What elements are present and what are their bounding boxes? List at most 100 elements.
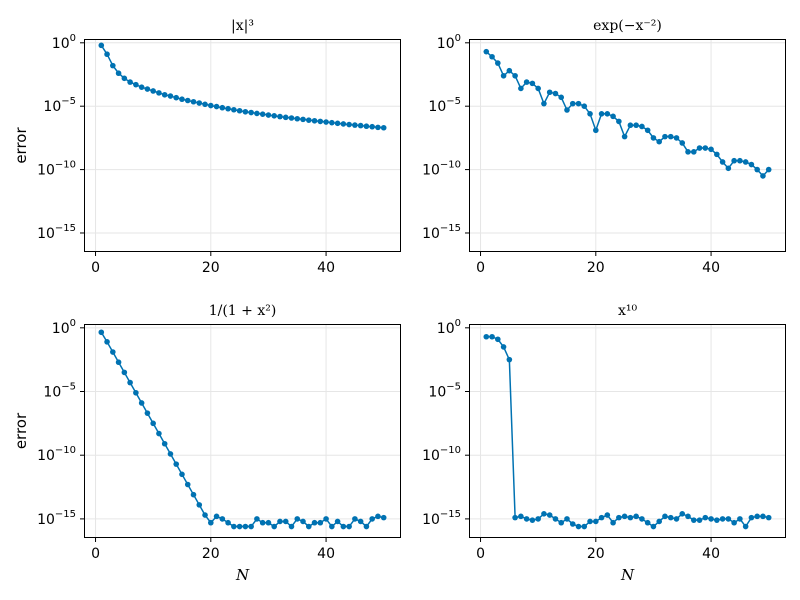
data-point — [323, 516, 329, 522]
data-point — [581, 103, 588, 109]
data-point — [495, 60, 501, 66]
data-point — [208, 102, 214, 109]
axes-frame — [84, 324, 401, 538]
data-point — [213, 513, 220, 520]
data-point — [138, 400, 145, 406]
data-point — [495, 336, 501, 343]
data-point — [633, 122, 639, 129]
data-point — [161, 91, 168, 98]
data-point — [558, 94, 565, 101]
data-point — [483, 48, 490, 55]
data-point — [610, 113, 616, 120]
data-point — [352, 122, 358, 128]
data-point — [121, 369, 128, 376]
y-tick-label: 10−5 — [43, 382, 76, 401]
data-point — [277, 518, 283, 525]
data-point — [115, 359, 122, 366]
data-point — [598, 514, 605, 521]
data-point — [259, 111, 266, 117]
data-point — [564, 516, 570, 522]
x-tick-label: 40 — [702, 546, 720, 562]
y-tick-label: 10−10 — [37, 160, 76, 179]
data-point — [702, 514, 709, 521]
data-point — [748, 161, 755, 168]
data-point — [98, 329, 105, 336]
data-point — [156, 430, 162, 437]
data-point — [317, 118, 324, 125]
data-point — [98, 42, 105, 49]
data-point — [167, 93, 174, 99]
data-point — [690, 517, 697, 523]
data-point — [334, 120, 341, 127]
data-point — [363, 523, 370, 530]
data-point — [604, 111, 611, 117]
data-point — [731, 519, 737, 526]
data-point — [144, 86, 151, 92]
data-point — [375, 513, 381, 520]
data-point — [225, 519, 231, 526]
data-point — [593, 518, 599, 525]
data-point — [346, 523, 352, 530]
data-point — [144, 410, 151, 416]
data-point — [714, 151, 720, 158]
data-point — [696, 145, 703, 151]
data-point — [506, 67, 513, 74]
data-point — [627, 514, 634, 521]
data-point — [685, 513, 691, 520]
data-point — [196, 502, 203, 508]
data-point — [760, 173, 766, 179]
data-point — [259, 519, 266, 526]
x-tick-label: 40 — [317, 546, 335, 562]
x-tick-label: 20 — [587, 260, 605, 276]
data-point — [552, 90, 559, 97]
data-point — [104, 51, 110, 58]
y-axis-label: error — [12, 412, 30, 449]
data-point — [737, 516, 743, 522]
chart-panel-abs-cube: 0 20 40 100 10−5 10−10 10−15 |x|³ error — [12, 18, 401, 276]
data-point — [719, 516, 726, 522]
data-point — [535, 516, 541, 522]
data-point — [639, 516, 645, 522]
axes-frame — [84, 39, 401, 252]
y-tick-label: 10−15 — [37, 223, 76, 242]
data-point — [179, 471, 185, 478]
data-point — [340, 523, 347, 530]
data-point — [369, 516, 375, 522]
data-point — [167, 451, 174, 457]
data-point — [127, 379, 133, 386]
data-point — [133, 389, 139, 396]
data-point — [673, 135, 680, 141]
data-point — [708, 516, 714, 522]
data-point — [690, 149, 697, 155]
data-point — [357, 122, 364, 129]
data-point — [352, 516, 358, 522]
y-tick-label: 10−5 — [428, 382, 461, 401]
panel-title: |x|³ — [231, 18, 254, 34]
data-point — [248, 109, 254, 116]
plot-area — [84, 324, 401, 538]
data-point — [593, 127, 599, 134]
axes-frame — [469, 39, 786, 252]
data-point — [179, 96, 185, 103]
data-point — [190, 98, 197, 105]
data-point — [518, 85, 524, 92]
data-point — [742, 523, 749, 530]
data-point — [219, 104, 226, 111]
data-point — [506, 356, 513, 363]
data-point — [656, 138, 662, 145]
data-point — [271, 113, 278, 119]
data-point — [616, 118, 622, 125]
data-point — [202, 512, 208, 518]
data-point — [329, 119, 335, 126]
data-point — [714, 517, 720, 523]
data-point — [150, 88, 156, 94]
data-point — [719, 159, 726, 165]
data-point — [133, 81, 139, 88]
data-point — [546, 89, 553, 96]
y-tick-label: 100 — [52, 318, 76, 337]
data-point — [219, 516, 226, 522]
x-tick-label: 20 — [587, 546, 605, 562]
data-point — [662, 513, 668, 520]
data-point — [639, 123, 645, 130]
data-point — [564, 107, 570, 113]
